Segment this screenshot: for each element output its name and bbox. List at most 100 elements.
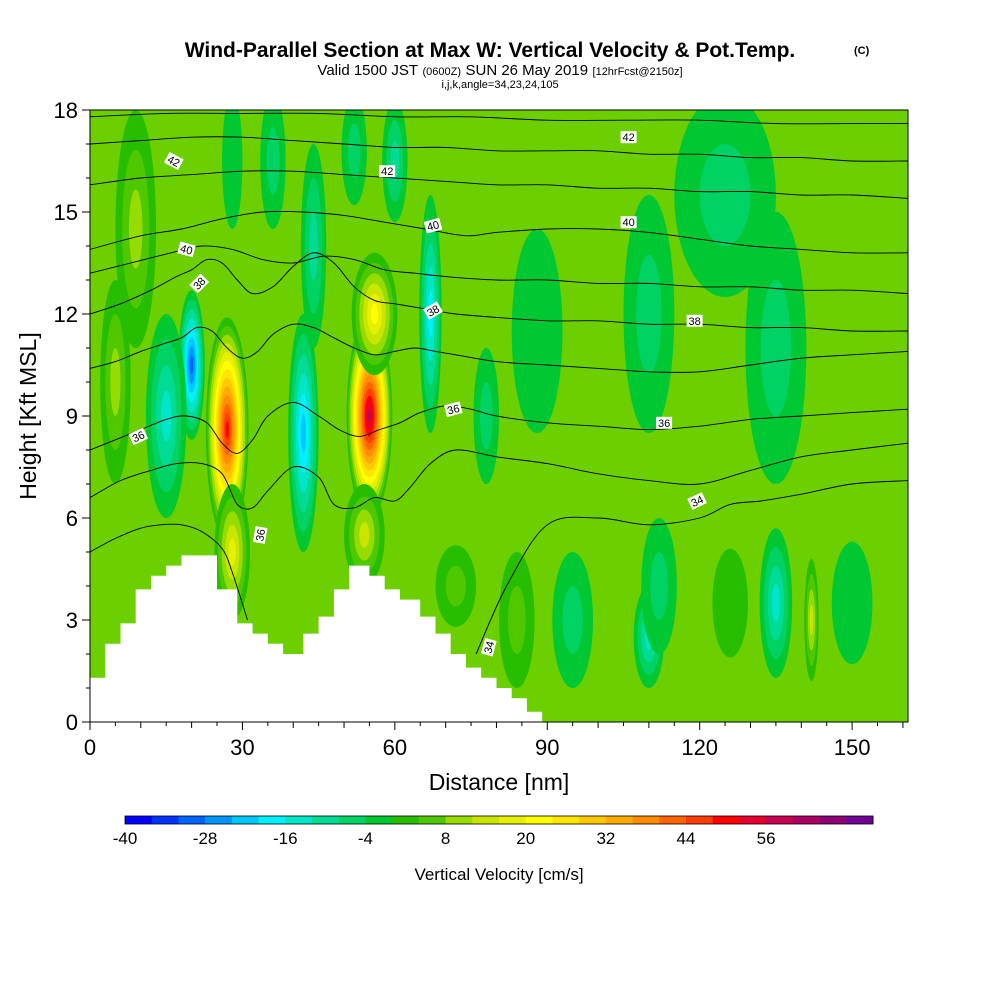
colorbar-tick-label: 20 (516, 829, 535, 848)
colorbar-swatch (525, 816, 553, 824)
theta-label-bg (423, 217, 443, 234)
colorbar-swatch (659, 816, 687, 824)
colorbar-tick-label: -16 (273, 829, 298, 848)
colorbar-tick-label: -28 (193, 829, 218, 848)
colorbar-swatch (338, 816, 366, 824)
colorbar-swatch (205, 816, 233, 824)
velocity-cell-band (370, 303, 379, 325)
colorbar-swatch (686, 816, 714, 824)
velocity-cell-band (161, 390, 172, 442)
colorbar-swatch (312, 816, 340, 824)
theta-label-40: 40 (423, 217, 443, 234)
y-axis: 0 3 6 9 12 15 18 (54, 98, 90, 735)
y-tick-label: 6 (66, 506, 78, 531)
colorbar-tick-label: 8 (441, 829, 450, 848)
velocity-field (100, 110, 873, 688)
colorbar-swatch (579, 816, 607, 824)
theta-label-text: 42 (622, 132, 634, 144)
theta-label-text: 36 (658, 418, 670, 430)
colorbar-swatch (739, 816, 767, 824)
chart-title: Wind-Parallel Section at Max W: Vertical… (185, 39, 796, 62)
theta-label-34: 34 (687, 492, 707, 510)
colorbar-swatch (766, 816, 794, 824)
colorbar-swatch (472, 816, 500, 824)
theta-label-text: 42 (381, 166, 393, 178)
theta-label-40: 40 (620, 216, 637, 229)
terrain-mask (90, 555, 543, 722)
theta-contour-39 (90, 245, 908, 295)
colorbar-swatch (632, 816, 660, 824)
theta-label-bg (686, 314, 703, 327)
velocity-cell-band (110, 348, 121, 416)
theta-label-bg (423, 301, 443, 320)
theta-label-34: 34 (480, 637, 497, 657)
velocity-cell-band (189, 355, 194, 375)
velocity-cell-band (636, 254, 662, 374)
colorbar-tick-label: 32 (596, 829, 615, 848)
velocity-cell-band (359, 522, 370, 548)
theta-label-bg (379, 165, 396, 178)
chart-subtitle: Valid 1500 JST (0600Z) SUN 26 May 2019 [… (317, 62, 682, 79)
x-tick-label: 30 (230, 735, 254, 760)
velocity-cell-band (300, 413, 306, 453)
subtitle-forecast: [12hrFcst@2150z] (593, 66, 683, 78)
subtitle-date: SUN 26 May 2019 (465, 62, 588, 79)
theta-label-bg (252, 526, 268, 544)
y-tick-label: 12 (54, 302, 78, 327)
velocity-cell-band (367, 409, 371, 423)
colorbar-tick-label: 44 (677, 829, 696, 848)
colorbar: -40 -28 -16 -4 8 20 32 44 56 (113, 815, 874, 848)
colorbar-frame (124, 815, 874, 825)
x-tick-label: 60 (383, 735, 407, 760)
velocity-cell-band (445, 565, 466, 607)
colorbar-swatch (445, 816, 473, 824)
colorbar-swatch (231, 816, 260, 824)
theta-label-bg (128, 427, 149, 446)
colorbar-swatch (712, 816, 740, 824)
colorbar-swatch (552, 816, 580, 824)
velocity-cell-band (831, 541, 873, 665)
theta-contour-35 (90, 442, 908, 510)
theta-contour-43 (90, 112, 908, 125)
y-tick-label: 18 (54, 98, 78, 123)
velocity-cell-band (225, 420, 229, 439)
theta-label-bg (163, 151, 184, 171)
theta-label-36: 36 (656, 416, 673, 430)
velocity-cell-band (222, 110, 243, 229)
theta-contour-38 (90, 252, 908, 332)
theta-contour-41 (90, 170, 908, 199)
colorbar-swatch (178, 816, 206, 824)
colorbar-tick-label: -4 (358, 829, 373, 848)
x-tick-label: 150 (834, 735, 871, 760)
colorbar-swatch (258, 816, 286, 824)
theta-label-text: 40 (179, 243, 194, 258)
theta-label-bg (620, 216, 637, 229)
theta-label-text: 40 (426, 219, 441, 234)
x-tick-label: 90 (535, 735, 559, 760)
velocity-cell-band (479, 382, 493, 450)
theta-label-42: 42 (379, 165, 396, 178)
theta-contour-34 (90, 523, 248, 621)
velocity-cell-band (699, 144, 751, 246)
colorbar-swatch (499, 816, 527, 824)
colorbar-swatch (846, 816, 874, 824)
theta-label-bg (656, 416, 673, 429)
velocity-cell-band (309, 212, 318, 280)
theta-label-36: 36 (252, 526, 268, 544)
theta-contour-42 (90, 136, 908, 162)
theta-label-36: 36 (444, 401, 463, 418)
theta-label-bg (480, 637, 497, 657)
theta-contours (90, 112, 908, 655)
theta-label-text: 38 (688, 316, 700, 328)
colorbar-swatch (605, 816, 634, 824)
theta-label-36: 36 (128, 427, 149, 446)
chart-subtitle-indices: i,j,k,angle=34,23,24,105 (441, 79, 558, 91)
velocity-cell-band (511, 229, 563, 433)
y-tick-label: 9 (66, 404, 78, 429)
x-tick-label: 0 (84, 735, 96, 760)
theta-label-bg (444, 401, 463, 418)
theta-label-42: 42 (620, 131, 637, 144)
colorbar-swatch (365, 816, 393, 824)
